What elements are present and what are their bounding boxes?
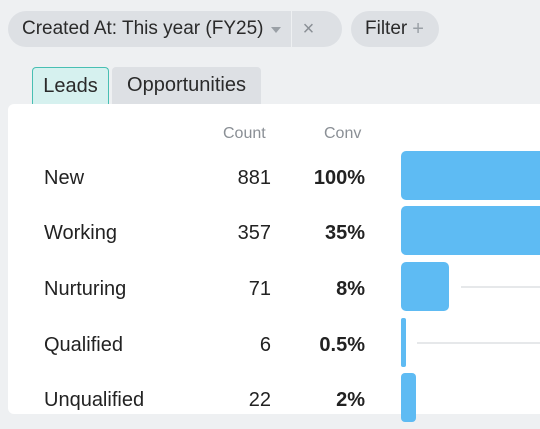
funnel-bar [401, 206, 540, 255]
created-at-filter-label[interactable]: Created At: This year (FY25) [22, 18, 264, 39]
pill-divider [291, 11, 293, 47]
funnel-row[interactable]: Nurturing 71 8% [8, 262, 540, 318]
funnel-track [417, 342, 540, 344]
funnel-track [461, 286, 540, 288]
stage-label: Working [44, 222, 117, 244]
stage-label: Unqualified [44, 389, 145, 411]
funnel-panel: Count Conv New 881 100% Working 357 35% … [8, 104, 540, 422]
stage-conversion: 2% [336, 389, 365, 411]
funnel-row[interactable]: Qualified 6 0.5% [8, 318, 540, 374]
stage-label: New [44, 167, 85, 189]
stage-conversion: 100% [313, 167, 365, 189]
funnel-row[interactable]: New 881 100% [8, 151, 540, 207]
stage-count: 22 [248, 389, 271, 411]
stage-count: 6 [259, 334, 271, 356]
stage-conversion: 0.5% [319, 334, 365, 356]
conversion-column-header: Conv [324, 125, 362, 142]
funnel-bar [401, 318, 406, 367]
created-at-filter-pill[interactable]: Created At: This year (FY25) × [8, 11, 342, 47]
plus-icon[interactable]: + [412, 17, 424, 40]
stage-conversion: 8% [336, 278, 365, 300]
stage-label: Nurturing [44, 278, 127, 300]
stage-label: Qualified [44, 334, 123, 356]
add-filter-label[interactable]: Filter [365, 18, 408, 39]
stage-count: 357 [237, 222, 271, 244]
funnel-bar [401, 373, 416, 422]
chevron-down-icon[interactable] [271, 27, 282, 33]
add-filter-button[interactable]: Filter + [351, 11, 439, 47]
tab-leads[interactable]: Leads [32, 67, 109, 104]
count-column-header: Count [223, 125, 266, 142]
funnel-bar [401, 151, 540, 200]
stage-count: 881 [237, 167, 271, 189]
tab-opportunities[interactable]: Opportunities [112, 67, 261, 104]
funnel-row[interactable]: Unqualified 22 2% [8, 373, 540, 429]
funnel-bar [401, 262, 449, 311]
close-icon[interactable]: × [302, 17, 315, 40]
stage-conversion: 35% [324, 222, 365, 244]
funnel-row[interactable]: Working 357 35% [8, 206, 540, 262]
stage-count: 71 [248, 278, 271, 300]
